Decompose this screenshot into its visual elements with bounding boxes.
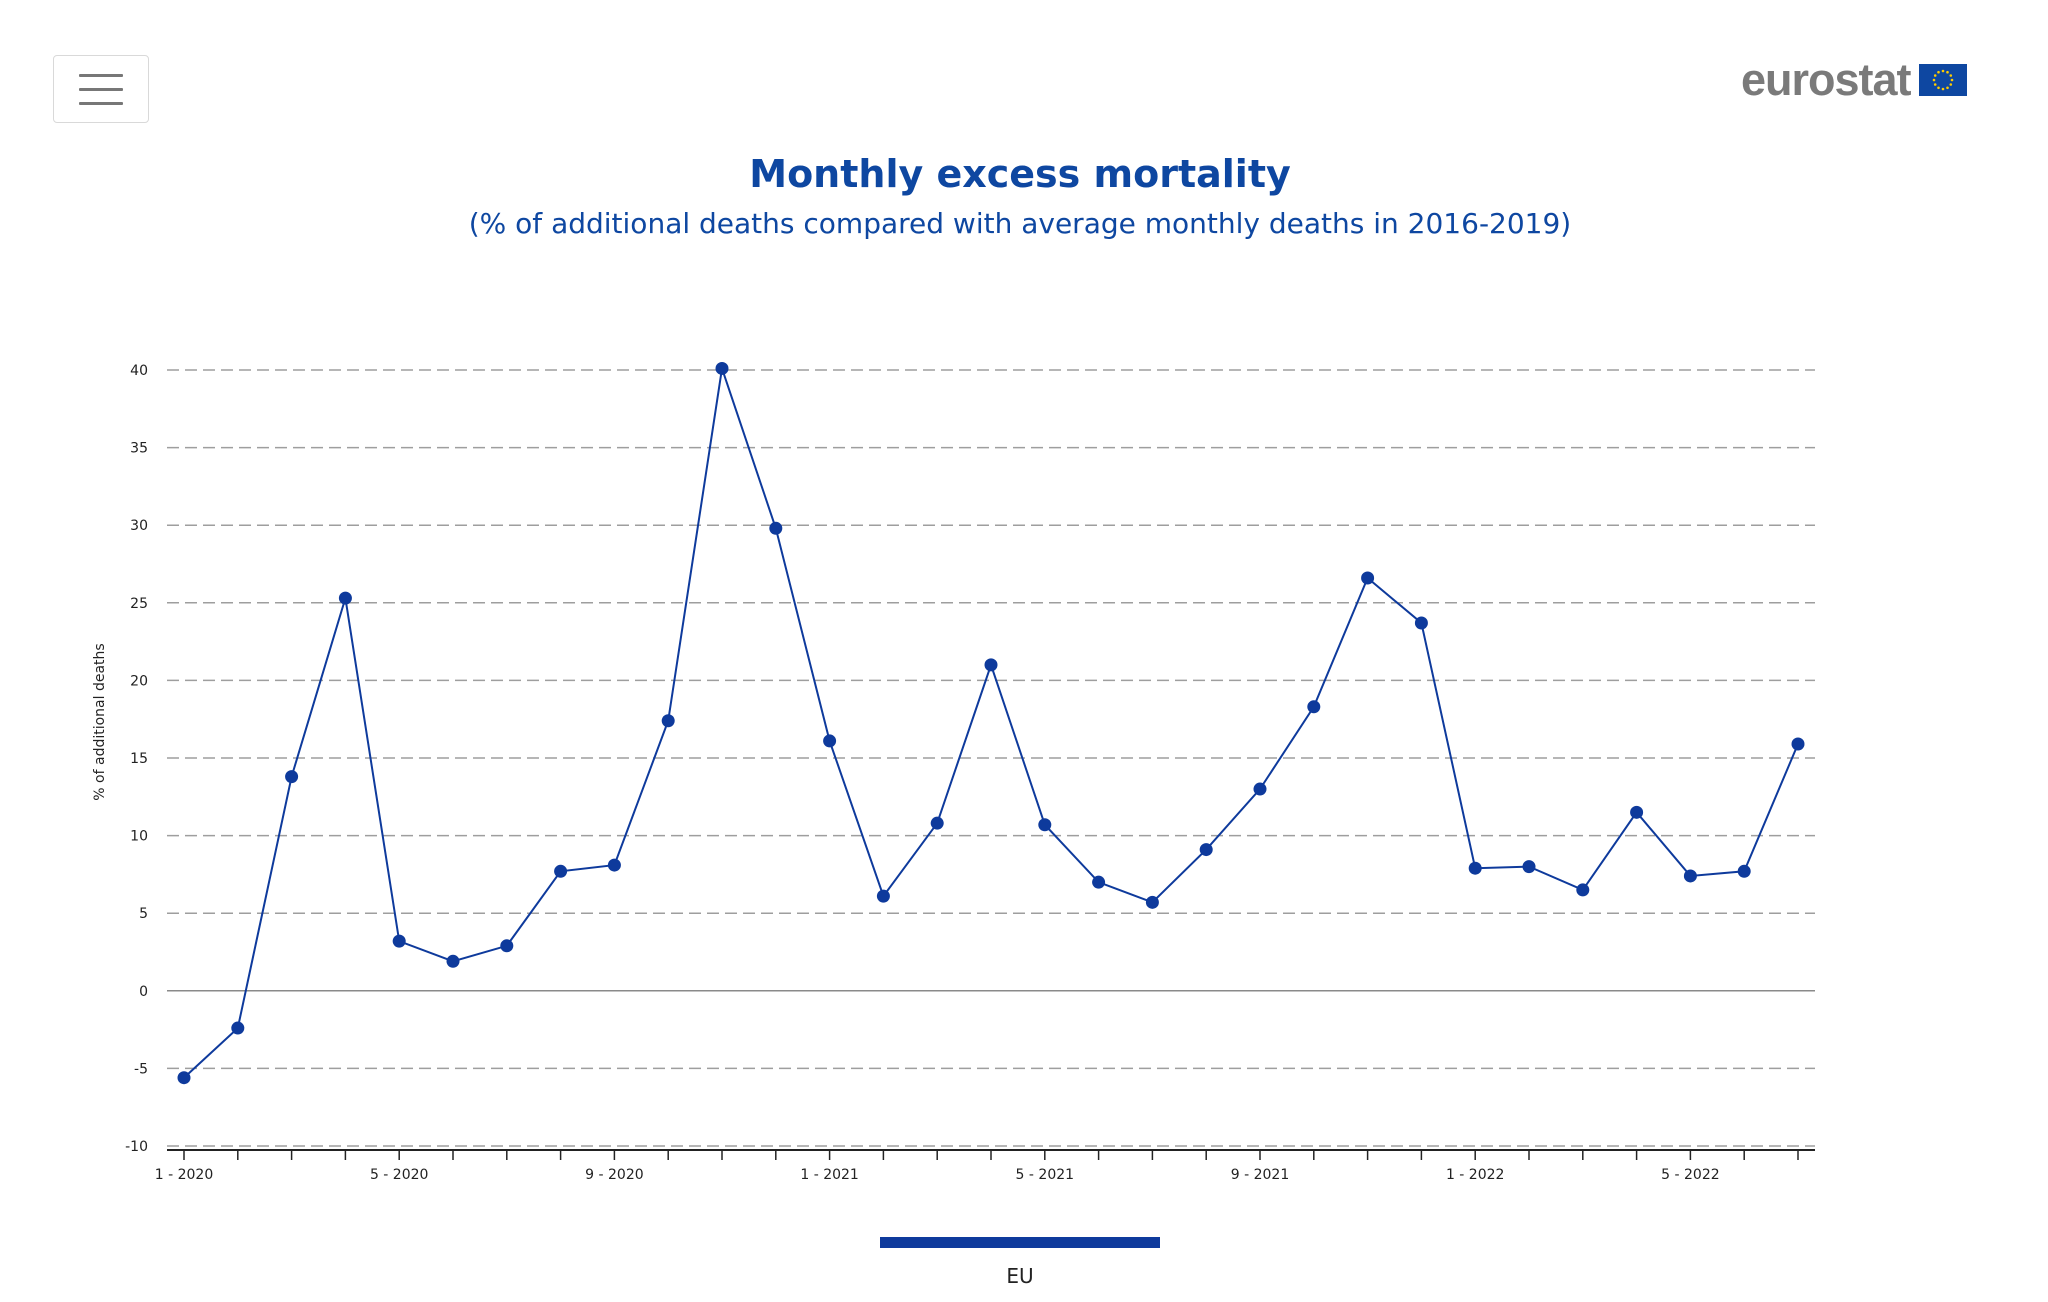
data-point bbox=[285, 770, 299, 784]
flag-star bbox=[1936, 70, 1940, 74]
flag-star bbox=[1945, 70, 1949, 74]
y-tick-label: -5 bbox=[134, 1061, 148, 1077]
data-point bbox=[1630, 805, 1644, 819]
data-point bbox=[554, 864, 568, 878]
menu-button[interactable] bbox=[53, 55, 149, 123]
x-tick-label: 9 - 2020 bbox=[585, 1167, 644, 1183]
flag-star bbox=[1941, 87, 1944, 91]
y-tick-label: 0 bbox=[139, 984, 148, 1000]
y-tick-label: 25 bbox=[130, 596, 148, 612]
x-tick-label: 5 - 2020 bbox=[370, 1167, 429, 1183]
x-tick-label: 1 - 2022 bbox=[1446, 1167, 1505, 1183]
flag-star bbox=[1933, 74, 1937, 77]
flag-star bbox=[1949, 74, 1952, 77]
data-point bbox=[338, 591, 352, 605]
data-point bbox=[392, 934, 406, 948]
y-tick-label: 10 bbox=[130, 829, 148, 845]
data-point bbox=[1199, 843, 1213, 857]
chart-titles: Monthly excess mortality (% of additiona… bbox=[0, 148, 2040, 244]
flag-star bbox=[1941, 69, 1944, 73]
data-point bbox=[1361, 571, 1375, 585]
x-tick-label: 1 - 2021 bbox=[800, 1167, 859, 1183]
data-point bbox=[500, 939, 514, 953]
x-tick-label: 9 - 2021 bbox=[1231, 1167, 1290, 1183]
x-tick-label: 5 - 2022 bbox=[1661, 1167, 1720, 1183]
data-point bbox=[823, 734, 837, 748]
y-tick-label: -10 bbox=[125, 1139, 148, 1155]
series-line-eu bbox=[183, 368, 1799, 1079]
data-point bbox=[1414, 616, 1428, 630]
legend-item-eu[interactable]: EU bbox=[880, 1237, 1160, 1288]
flag-star bbox=[1950, 78, 1953, 82]
data-point bbox=[715, 361, 729, 375]
data-point bbox=[769, 521, 783, 535]
data-point bbox=[1576, 883, 1590, 897]
y-axis-label: % of additional deaths bbox=[92, 643, 108, 800]
flag-star bbox=[1949, 83, 1952, 86]
data-point bbox=[231, 1021, 245, 1035]
flag-star bbox=[1932, 78, 1935, 82]
data-point bbox=[1092, 875, 1106, 889]
data-point bbox=[607, 858, 621, 872]
data-point bbox=[1038, 818, 1052, 832]
chart-title: Monthly excess mortality bbox=[749, 152, 1291, 196]
data-point bbox=[876, 889, 890, 903]
chart-subtitle: (% of additional deaths compared with av… bbox=[468, 207, 1572, 240]
flag-star bbox=[1933, 83, 1937, 86]
data-point bbox=[177, 1071, 191, 1085]
flag-star bbox=[1936, 86, 1940, 90]
hamburger-icon bbox=[79, 73, 123, 105]
data-point bbox=[1522, 860, 1536, 874]
x-tick-label: 1 - 2020 bbox=[155, 1167, 214, 1183]
x-tick-label: 5 - 2021 bbox=[1016, 1167, 1075, 1183]
legend-swatch bbox=[880, 1237, 1160, 1248]
data-point bbox=[1145, 895, 1159, 909]
eurostat-logo[interactable]: eurostat bbox=[1741, 56, 1967, 104]
y-tick-label: 40 bbox=[130, 363, 148, 379]
data-point bbox=[1468, 861, 1482, 875]
data-point bbox=[930, 816, 944, 830]
data-point bbox=[1253, 782, 1267, 796]
data-point bbox=[984, 658, 998, 672]
y-tick-label: 30 bbox=[130, 518, 148, 534]
data-point bbox=[661, 714, 675, 728]
flag-star bbox=[1945, 86, 1949, 90]
data-point bbox=[446, 954, 460, 968]
data-point bbox=[1791, 737, 1805, 751]
y-tick-label: 35 bbox=[130, 441, 148, 457]
y-tick-label: 5 bbox=[139, 906, 148, 922]
legend-label: EU bbox=[1006, 1264, 1034, 1288]
data-point bbox=[1737, 864, 1751, 878]
data-point bbox=[1307, 700, 1321, 714]
data-point bbox=[1683, 869, 1697, 883]
logo-text: eurostat bbox=[1741, 54, 1912, 105]
eu-flag-icon bbox=[1918, 64, 1967, 96]
y-tick-label: 20 bbox=[130, 673, 148, 689]
y-tick-label: 15 bbox=[130, 751, 148, 767]
